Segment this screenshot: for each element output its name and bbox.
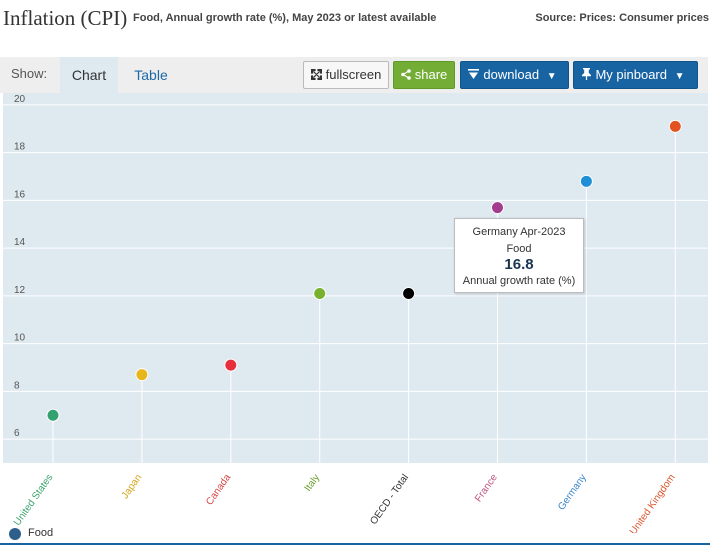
share-button[interactable]: share xyxy=(393,61,455,89)
legend-label: Food xyxy=(28,527,54,539)
y-tick-label: 16 xyxy=(14,189,26,200)
divider xyxy=(0,543,710,545)
y-tick-label: 12 xyxy=(14,285,26,296)
x-tick-label: OECD - Total xyxy=(368,472,411,526)
tooltip-title: Germany Apr-2023 xyxy=(472,226,566,238)
data-point xyxy=(491,201,504,215)
y-tick-label: 18 xyxy=(14,142,26,153)
y-tick-label: 8 xyxy=(14,380,20,391)
x-tick-label: Japan xyxy=(120,472,145,501)
lollipop-chart: 6 8 10 12 14 16 18 20 United States Japan Canada I… xyxy=(3,93,708,533)
gridlines xyxy=(3,104,708,440)
download-icon xyxy=(468,62,480,88)
fullscreen-button[interactable]: fullscreen xyxy=(303,61,389,89)
chart-subtitle: Food, Annual growth rate (%), May 2023 o… xyxy=(133,12,437,24)
show-label: Show: xyxy=(11,66,48,81)
x-tick-label: Canada xyxy=(204,472,233,507)
tooltip-unit: Annual growth rate (%) xyxy=(462,275,576,287)
y-tick-label: 14 xyxy=(14,237,26,248)
chart-toolbar: Show: Chart Table fullscreen share downl… xyxy=(0,57,708,93)
data-point xyxy=(668,119,682,133)
share-label: share xyxy=(414,67,448,82)
data-point xyxy=(224,358,238,372)
data-tooltip: Germany Apr-2023 Food 16.8 Annual growth… xyxy=(454,218,584,293)
caret-down-icon: ▼ xyxy=(674,71,685,82)
data-point xyxy=(46,408,60,422)
download-label: download xyxy=(483,67,540,82)
expand-icon xyxy=(310,62,323,88)
x-axis: United States Japan Canada Italy OECD - Tota… xyxy=(12,472,678,533)
x-tick-label: France xyxy=(473,472,500,504)
tooltip-value: 16.8 xyxy=(504,256,534,273)
data-point xyxy=(313,287,327,301)
y-tick-label: 6 xyxy=(14,428,20,439)
tab-chart[interactable]: Chart xyxy=(60,57,118,93)
x-tick-label: United Kingdom xyxy=(628,472,678,533)
fullscreen-label: fullscreen xyxy=(325,67,382,82)
y-axis: 6 8 10 12 14 16 18 20 xyxy=(14,94,26,439)
y-tick-label: 20 xyxy=(14,94,26,105)
tooltip-series: Food xyxy=(506,243,532,255)
source-link[interactable]: Source: Prices: Consumer prices xyxy=(535,12,709,24)
data-point xyxy=(135,368,149,382)
share-icon xyxy=(400,62,411,88)
y-tick-label: 10 xyxy=(14,333,26,344)
tab-table[interactable]: Table xyxy=(134,67,168,83)
chart-header: Inflation (CPI) Food, Annual growth rate… xyxy=(0,0,726,52)
data-point xyxy=(402,287,416,301)
x-tick-label: Italy xyxy=(303,472,323,493)
data-point xyxy=(579,174,593,188)
legend-swatch xyxy=(9,528,21,540)
pin-icon xyxy=(582,62,592,88)
x-tick-label: Germany xyxy=(556,472,589,512)
stems xyxy=(52,126,676,463)
data-points xyxy=(46,119,682,422)
x-tick-label: United States xyxy=(12,472,55,527)
pinboard-label: My pinboard xyxy=(595,67,667,82)
caret-down-icon: ▼ xyxy=(546,71,557,82)
download-button[interactable]: download ▼ xyxy=(460,61,569,89)
plot-area xyxy=(3,93,708,463)
page-title: Inflation (CPI) xyxy=(3,6,128,30)
pinboard-button[interactable]: My pinboard ▼ xyxy=(573,61,698,89)
